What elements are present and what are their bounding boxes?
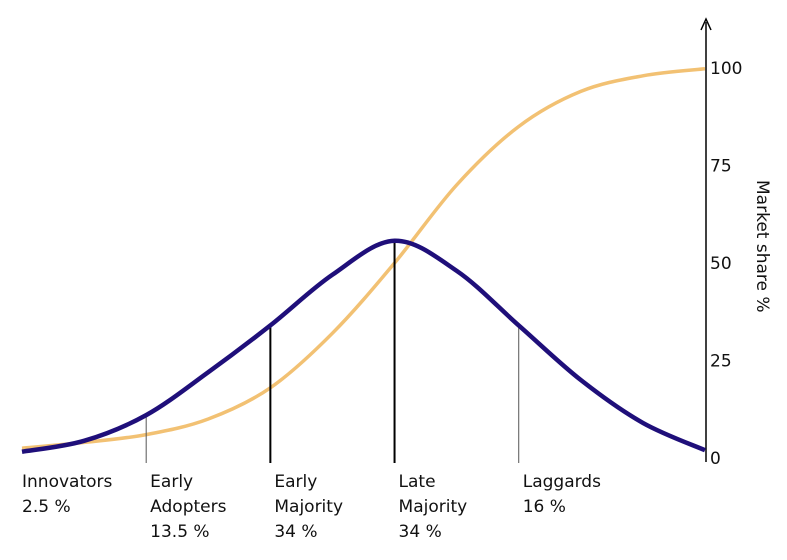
segment-dividers [145, 240, 520, 463]
category-label-5: Laggards 16 % [523, 470, 601, 520]
bell-curve [21, 238, 706, 454]
category-name-line: Majority [398, 497, 468, 517]
s-curve-line [21, 67, 706, 450]
y-tick-label-100: 100 [710, 59, 742, 79]
category-name-line: Laggards [522, 472, 601, 492]
y-tick-label-25: 25 [710, 352, 732, 372]
y-tick-label-0: 0 [710, 449, 721, 469]
category-name-line: Early [274, 472, 318, 492]
category-share: 2.5 % [22, 497, 71, 517]
category-share: 34 % [398, 522, 442, 542]
y-axis-arrow-icon [700, 17, 712, 31]
category-share: 13.5 % [150, 522, 210, 542]
y-tick-label-50: 50 [710, 254, 732, 274]
y-tick-label-75: 75 [710, 157, 732, 177]
category-name-line: Adopters [150, 497, 227, 517]
category-label-4: Late Majority 34 % [399, 470, 468, 545]
bell-curve-line [21, 238, 706, 454]
category-label-1: Innovators 2.5 % [22, 470, 112, 520]
category-name-line: Innovators [22, 472, 113, 492]
category-name-line: Late [398, 472, 436, 492]
category-share: 34 % [274, 522, 318, 542]
category-share: 16 % [522, 497, 566, 517]
s-curve [21, 67, 706, 450]
y-axis-title: Market share % [752, 180, 772, 313]
category-label-3: Early Majority 34 % [274, 470, 343, 545]
category-name-line: Majority [274, 497, 344, 517]
y-axis: 0 25 50 75 100 [700, 17, 742, 469]
category-label-2: Early Adopters 13.5 % [150, 470, 226, 545]
category-name-line: Early [150, 472, 194, 492]
